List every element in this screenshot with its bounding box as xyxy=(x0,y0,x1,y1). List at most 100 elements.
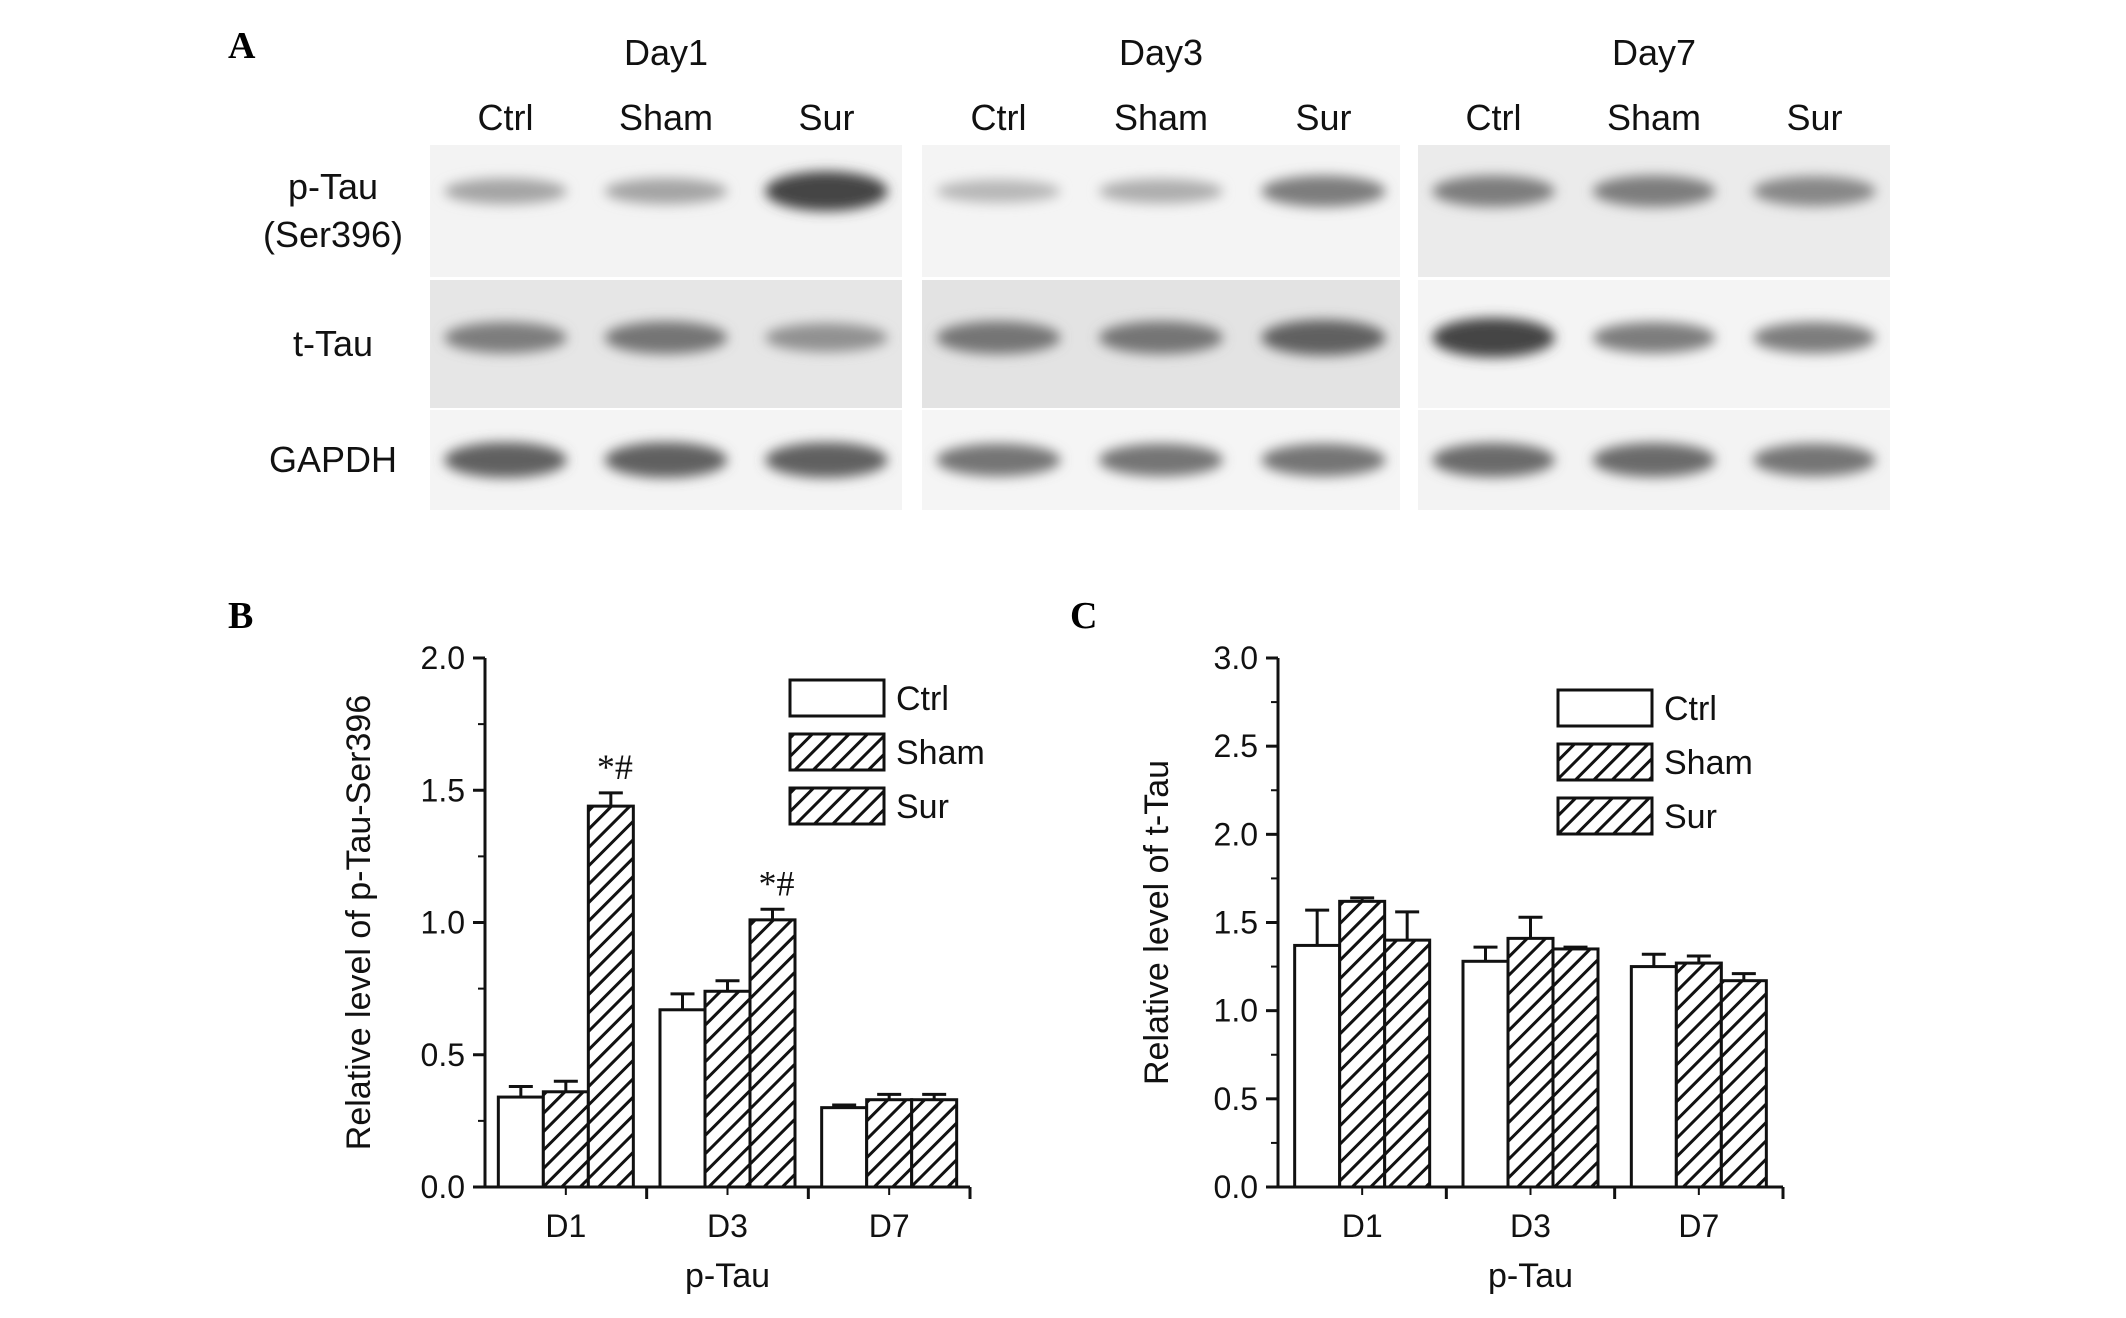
blot-band xyxy=(444,178,567,205)
legend-swatch xyxy=(788,732,886,772)
legend-item: Ctrl xyxy=(1556,688,1717,728)
blot-row-label: GAPDH xyxy=(269,439,397,480)
blot-strip xyxy=(430,410,902,510)
y-tick-label: 2.0 xyxy=(421,640,465,676)
blot-band xyxy=(1753,176,1876,207)
legend-swatch xyxy=(788,678,886,718)
x-tick-label: D3 xyxy=(707,1208,748,1244)
blot-band xyxy=(1592,175,1716,207)
bar-sur-d3 xyxy=(1551,947,1600,1189)
blot-strip xyxy=(922,145,1400,277)
legend-item: Sham xyxy=(1556,742,1753,782)
bar-sham-d1 xyxy=(1338,899,1387,1189)
x-axis-title: p-Tau xyxy=(685,1257,770,1295)
blot-strip xyxy=(1418,410,1890,510)
y-tick-label: 0.5 xyxy=(1214,1081,1258,1117)
bar-sur-d1 xyxy=(586,804,635,1189)
blot-band xyxy=(1261,175,1386,207)
blot-band xyxy=(1592,442,1716,478)
blot-strip-background xyxy=(922,145,1400,277)
y-axis-title: Relative level of t-Tau xyxy=(1138,760,1176,1085)
blot-row-label: (Ser396) xyxy=(263,214,403,255)
y-tick-label: 2.5 xyxy=(1214,728,1258,764)
blot-lane-label: Sham xyxy=(619,97,713,138)
y-tick-label: 3.0 xyxy=(1214,640,1258,676)
blot-strip xyxy=(430,280,902,408)
blot-lane-label: Sur xyxy=(1296,97,1352,138)
blot-band xyxy=(1432,175,1555,207)
legend-item: Sur xyxy=(1556,796,1717,836)
bar-sham-d1 xyxy=(541,1090,590,1189)
blot-band xyxy=(765,323,888,352)
blot-band xyxy=(1098,179,1224,204)
blot-lane-label: Sham xyxy=(1114,97,1208,138)
x-tick-label: D7 xyxy=(869,1208,910,1244)
blot-band xyxy=(1753,321,1876,354)
legend-item: Sur xyxy=(788,786,949,826)
blot-band xyxy=(444,321,567,354)
y-tick-label: 1.0 xyxy=(1214,993,1258,1029)
blot-band xyxy=(604,442,728,478)
significance-annotation: *# xyxy=(597,747,633,787)
legend-label: Sur xyxy=(1664,798,1717,836)
blot-panels xyxy=(430,145,1890,510)
bar-sur-d7 xyxy=(910,1098,959,1189)
blot-lane-label: Ctrl xyxy=(1466,97,1522,138)
bar-ctrl-d1 xyxy=(1293,943,1342,1189)
blot-band xyxy=(1098,443,1224,477)
legend-swatch xyxy=(788,786,886,826)
blot-band xyxy=(1432,317,1555,358)
blot-band xyxy=(604,321,728,354)
blot-band xyxy=(1261,443,1386,477)
blot-band xyxy=(936,443,1061,477)
blot-strip xyxy=(430,145,902,277)
bar-sur-d7 xyxy=(1719,979,1768,1189)
blot-lane-label: Sur xyxy=(1786,97,1842,138)
blot-strip xyxy=(1418,280,1890,408)
y-tick-label: 0.0 xyxy=(421,1169,465,1205)
y-tick-label: 2.0 xyxy=(1214,816,1258,852)
blot-band xyxy=(936,321,1061,354)
x-tick-label: D1 xyxy=(1342,1208,1383,1244)
blot-strip xyxy=(1418,145,1890,277)
blot-strip xyxy=(922,410,1400,510)
legend-label: Sham xyxy=(896,734,985,772)
bar-ctrl-d7 xyxy=(1629,965,1678,1189)
blot-lane-label: Sham xyxy=(1607,97,1701,138)
blot-band xyxy=(1753,443,1876,477)
blot-band xyxy=(765,171,888,212)
x-tick-label: D3 xyxy=(1510,1208,1551,1244)
y-tick-label: 0.5 xyxy=(421,1037,465,1073)
bar-sham-d3 xyxy=(703,989,752,1189)
blot-band xyxy=(444,442,567,478)
blot-strip xyxy=(922,280,1400,408)
bar-sham-d7 xyxy=(1674,961,1723,1189)
blot-strip-background xyxy=(1418,145,1890,277)
panel-letter-b: B xyxy=(228,595,253,637)
bar-ctrl-d1 xyxy=(496,1095,545,1189)
blot-band xyxy=(765,442,888,478)
x-tick-label: D1 xyxy=(545,1208,586,1244)
blot-band xyxy=(1261,319,1386,356)
blot-band xyxy=(936,179,1061,203)
bar-sham-d7 xyxy=(865,1098,914,1189)
legend-item: Sham xyxy=(788,732,985,772)
blot-band xyxy=(1432,442,1555,478)
y-tick-label: 1.0 xyxy=(421,905,465,941)
blot-day-label: Day1 xyxy=(624,32,708,73)
bar-ctrl-d3 xyxy=(1461,959,1510,1189)
blot-band xyxy=(1592,321,1716,354)
bar-sur-d1 xyxy=(1383,938,1432,1189)
y-tick-label: 1.5 xyxy=(1214,905,1258,941)
legend-swatch xyxy=(1556,742,1654,782)
legend-label: Ctrl xyxy=(1664,690,1717,728)
legend-swatch xyxy=(1556,796,1654,836)
blot-row-label: t-Tau xyxy=(293,323,373,364)
blot-band xyxy=(604,178,728,205)
panel-letter-a: A xyxy=(228,25,256,67)
bar-ctrl-d7 xyxy=(820,1106,869,1189)
x-tick-label: D7 xyxy=(1678,1208,1719,1244)
blot-lane-label: Sur xyxy=(798,97,854,138)
panel-letter-c: C xyxy=(1070,595,1097,637)
